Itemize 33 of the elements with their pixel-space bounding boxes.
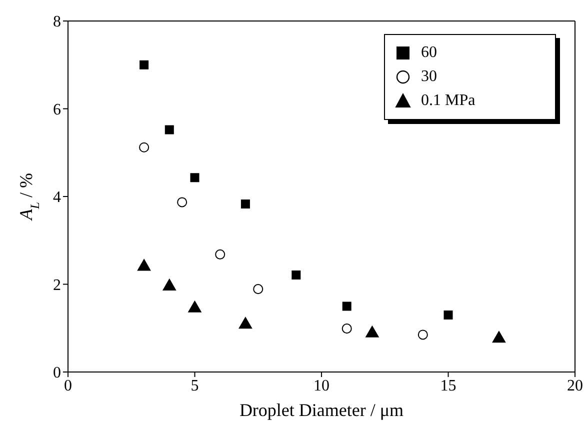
x-tick-label: 10 — [314, 377, 330, 394]
point — [164, 125, 174, 134]
point — [366, 326, 379, 338]
y-tick-label: 8 — [53, 14, 61, 31]
point — [137, 259, 151, 271]
x-tick-label: 15 — [440, 377, 456, 394]
x-tick-label: 20 — [567, 377, 583, 394]
point — [162, 278, 176, 290]
point — [238, 317, 252, 329]
point — [240, 199, 250, 208]
point — [253, 284, 264, 294]
point — [139, 142, 150, 152]
y-tick-label: 0 — [53, 364, 61, 382]
x-axis-title: Droplet Diameter / μm — [239, 400, 404, 420]
point — [342, 324, 352, 334]
x-tick-label: 5 — [190, 377, 199, 394]
point — [292, 270, 301, 280]
point — [342, 302, 352, 311]
point — [188, 300, 202, 312]
point — [140, 60, 149, 70]
point — [190, 173, 200, 182]
y-tick-label: 4 — [53, 189, 61, 206]
point — [492, 331, 506, 343]
legend-label: 30 — [421, 68, 437, 86]
point — [444, 310, 453, 320]
point — [215, 249, 226, 260]
y-tick-label: 2 — [53, 276, 61, 294]
point — [177, 197, 188, 208]
legend-label: 60 — [421, 44, 437, 62]
point — [418, 330, 428, 340]
legend-label: 0.1 MPa — [421, 92, 476, 110]
x-tick-label: 0 — [64, 377, 72, 394]
y-tick-label: 6 — [53, 101, 61, 118]
